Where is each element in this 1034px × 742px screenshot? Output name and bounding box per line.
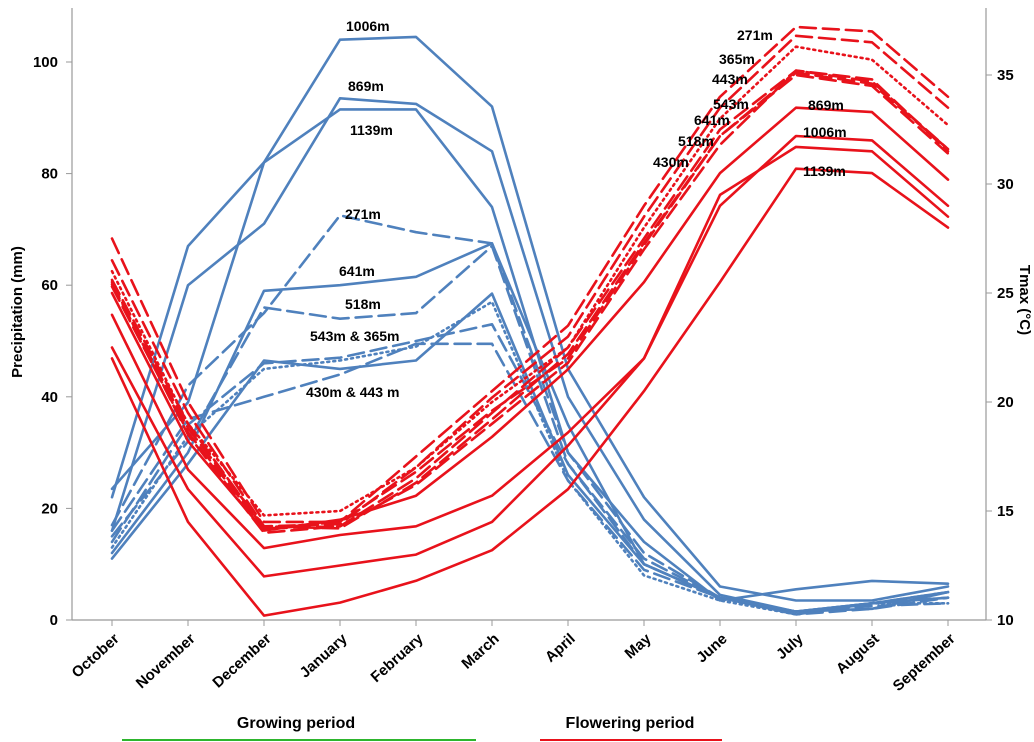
x-tick-label: June (693, 630, 730, 666)
precip-series-1006m (110, 35, 950, 602)
tmax-series-641m (110, 71, 950, 530)
x-tick-label: January (297, 630, 352, 682)
tmax-annotation-1139m: 1139m (803, 163, 846, 179)
left-tick-label: 60 (41, 277, 58, 294)
left-tick-label: 80 (41, 166, 58, 183)
x-tick-label: October (69, 630, 123, 681)
right-y-ticks: 10 15 20 25 30 35 (986, 67, 1014, 629)
y-axis-title-left: Precipitation (mm) (9, 246, 26, 378)
annotation-543m-365m: 543m & 365m (310, 328, 400, 344)
tmax-annotation-1006m: 1006m (803, 124, 847, 140)
x-tick-label: November (133, 630, 199, 692)
precip-series-641m (110, 242, 950, 613)
x-tick-label: May (622, 630, 656, 663)
left-y-ticks: 0 20 40 60 80 100 (33, 54, 72, 629)
left-tick-label: 40 (41, 389, 58, 406)
left-tick-label: 0 (50, 612, 58, 629)
tmax-series-1006m (110, 134, 950, 550)
annotation-1139m: 1139m (350, 122, 393, 138)
axes (71, 8, 987, 621)
growing-period-label: Growing period (237, 715, 355, 732)
precipitation-annotations: 1006m 869m 1139m 271m 641m 518m 543m & 3… (306, 18, 400, 400)
tmax-annotation-641m: 641m (694, 112, 730, 128)
precipitation-series (110, 35, 950, 616)
flowering-period-label: Flowering period (566, 715, 695, 732)
annotation-641m: 641m (339, 263, 375, 279)
tmax-series-543m (110, 69, 950, 530)
tmax-annotation-869m: 869m (808, 97, 844, 113)
tmax-annotation-271m: 271m (737, 27, 773, 43)
tmax-annotation-443m: 443m (712, 71, 748, 87)
right-tick-label: 30 (997, 176, 1014, 193)
right-tick-label: 20 (997, 394, 1014, 411)
tmax-annotations: 271m 365m 443m 543m 641m 518m 430m 869m … (653, 27, 847, 179)
annotation-271m: 271m (345, 206, 381, 222)
y-axis-title-right: Tmax (°C) (1016, 265, 1033, 335)
right-tick-label: 15 (997, 503, 1014, 520)
right-tick-label: 35 (997, 67, 1014, 84)
annotation-1006m: 1006m (346, 18, 390, 34)
annotation-518m: 518m (345, 296, 381, 312)
x-tick-label: March (458, 630, 502, 672)
tmax-annotation-518m: 518m (678, 133, 714, 149)
tmax-series-518m (110, 73, 950, 530)
tmax-annotation-365m: 365m (719, 51, 755, 67)
x-tick-label: April (542, 630, 579, 665)
tmax-annotation-430m: 430m (653, 154, 689, 170)
x-tick-label: December (209, 630, 274, 691)
tmax-series-365m (110, 34, 950, 528)
x-tick-label: February (368, 630, 428, 686)
precip-series-518m (110, 244, 950, 616)
annotation-869m: 869m (348, 78, 384, 94)
period-legend: Growing period Flowering period (122, 715, 722, 741)
precip-series-443m (110, 342, 950, 613)
right-tick-label: 10 (997, 612, 1014, 629)
precip-series-430m (110, 292, 950, 613)
tmax-annotation-543m: 543m (713, 96, 749, 112)
x-ticks: October November December January February Ma… (69, 620, 959, 695)
tmax-series-unlabeled (110, 167, 950, 617)
tmax-series-443m (110, 45, 950, 517)
left-tick-label: 20 (41, 500, 58, 517)
x-tick-label: August (833, 630, 883, 677)
tmax-series-430m (110, 69, 950, 535)
precip-series-365m (110, 300, 950, 616)
x-tick-label: September (890, 630, 959, 695)
tmax-series-869m (110, 106, 950, 532)
tmax-series (110, 25, 950, 617)
left-tick-label: 100 (33, 54, 58, 71)
precip-series-1139m (110, 108, 950, 602)
tmax-series-1139m (110, 145, 950, 578)
annotation-430m-443m: 430m & 443 m (306, 384, 399, 400)
x-tick-label: July (773, 630, 807, 663)
right-tick-label: 25 (997, 285, 1014, 302)
